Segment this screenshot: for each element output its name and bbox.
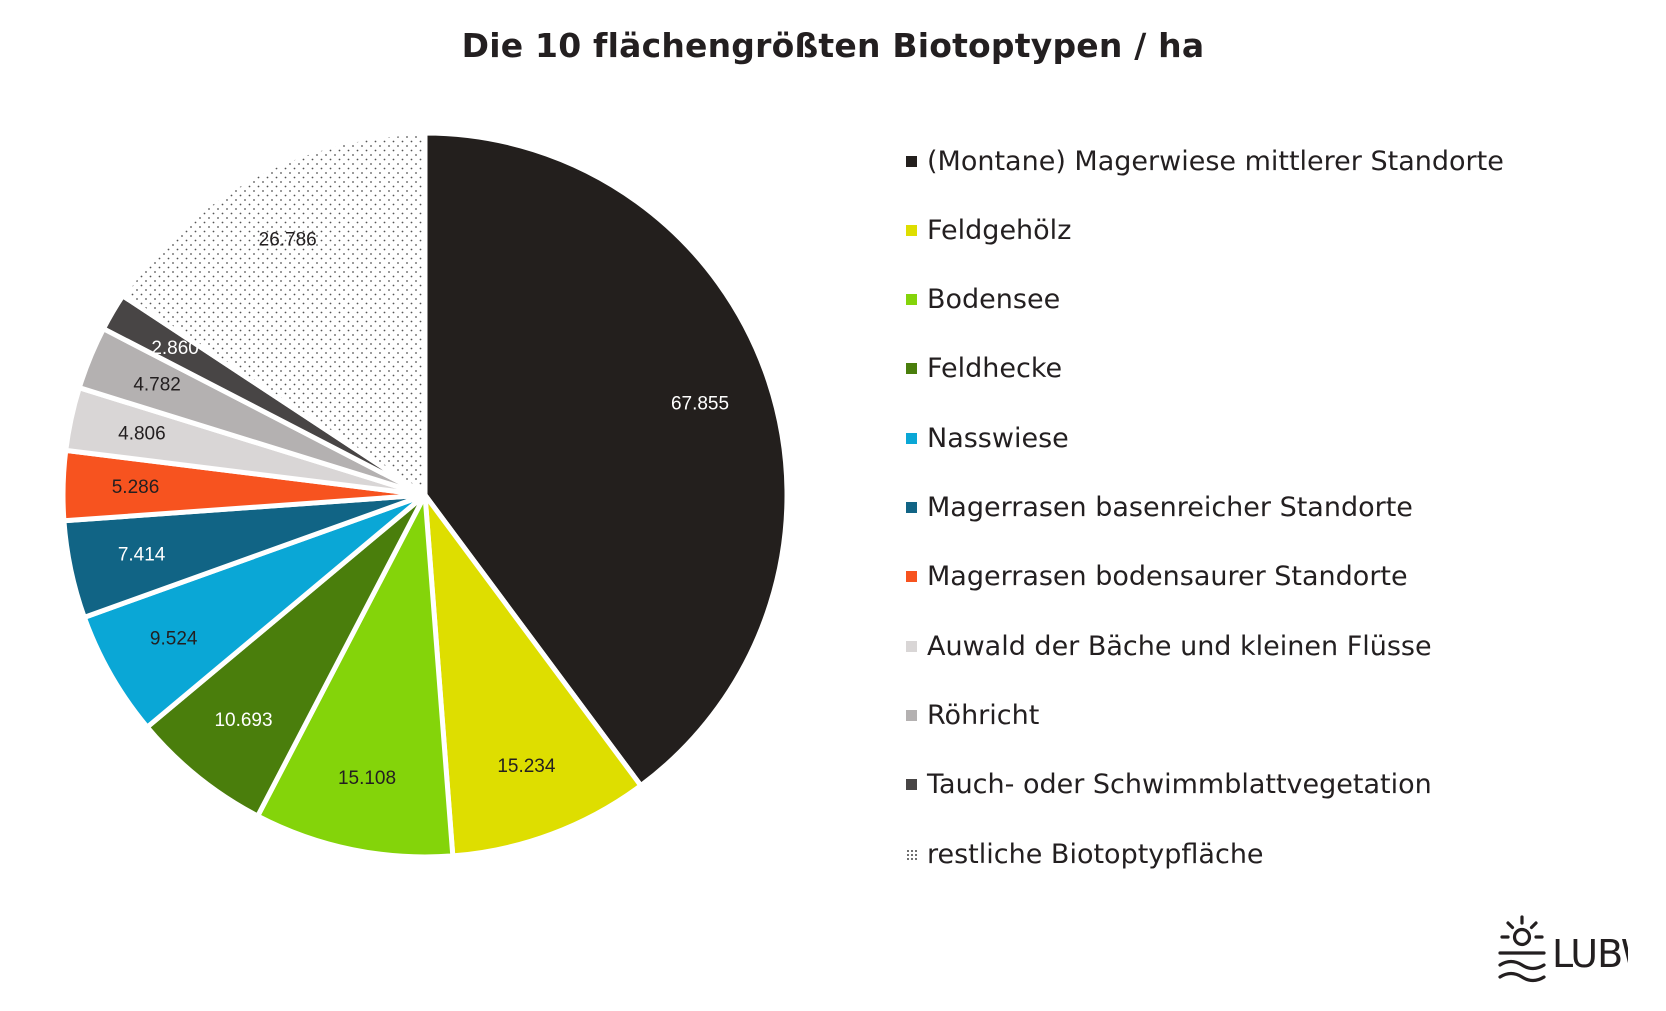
- legend-label: Bodensee: [927, 284, 1061, 316]
- legend-item-bodensee: Bodensee: [906, 280, 1060, 320]
- legend-label: Auwald der Bäche und kleinen Flüsse: [927, 630, 1432, 662]
- legend-label: Tauch- oder Schwimmblattvegetation: [927, 769, 1432, 801]
- legend-label: Feldhecke: [927, 353, 1063, 385]
- legend-item-roehricht: Röhricht: [906, 695, 1039, 735]
- legend-swatch: [906, 779, 917, 791]
- pie-slice-bodensee: [255, 492, 456, 860]
- legend-swatch: [906, 294, 917, 306]
- legend-swatch: [906, 848, 917, 860]
- legend-label: Magerrasen bodensaurer Standorte: [927, 561, 1408, 593]
- pie-slice-feldgehoelz: [422, 492, 644, 859]
- legend-item-feldgehoelz: Feldgehölz: [906, 210, 1071, 250]
- legend-label: Röhricht: [927, 699, 1040, 731]
- legend-swatch: [906, 709, 917, 721]
- lubw-logo: LUBW: [1498, 915, 1628, 983]
- pie-slice-feldhecke: [144, 492, 428, 819]
- slice-label-tauch-oder-schwimmblattvegetation: 2.860: [151, 338, 199, 359]
- sun-over-waves-icon: [1498, 915, 1546, 983]
- legend-label: Magerrasen basenreicher Standorte: [927, 492, 1413, 523]
- legend-swatch: [906, 502, 917, 513]
- pie-slice-restliche-biotoptypflaeche: [120, 130, 428, 498]
- legend-item-feldhecke: Feldhecke: [906, 349, 1062, 389]
- slice-label-feldgehoelz: 15.234: [497, 756, 556, 777]
- legend-swatch: [906, 155, 917, 167]
- legend-item-nasswiese: Nasswiese: [906, 418, 1069, 458]
- legend-swatch: [906, 640, 917, 652]
- legend-label: Feldgehölz: [927, 214, 1072, 246]
- legend-item-restliche-biotoptypflaeche: restliche Biotoptypfläche: [906, 834, 1264, 874]
- legend-swatch: [906, 224, 917, 236]
- chart-title: Die 10 flächengrößten Biotoptypen / ha: [461, 26, 1205, 65]
- slice-label-bodensee: 15.108: [338, 768, 396, 789]
- legend-swatch: [906, 363, 917, 375]
- slice-label-restliche-biotoptypflaeche: 26.786: [259, 230, 317, 251]
- legend-label: (Montane) Magerwiese mittlerer Standorte: [927, 145, 1504, 177]
- legend-item-magerrasen-bodensaurer-standorte: Magerrasen bodensaurer Standorte: [906, 557, 1408, 597]
- legend-swatch: [906, 432, 917, 444]
- legend-swatch: [906, 571, 917, 583]
- slice-label-auwald-der-baeche-und-kleinen-fluesse: 4.806: [118, 424, 166, 445]
- legend-item-montane-magerwiese-mittlerer-standorte: (Montane) Magerwiese mittlerer Standorte: [906, 141, 1504, 181]
- slice-label-magerrasen-basenreicher-standorte: 7.414: [118, 544, 166, 565]
- legend-label: restliche Biotoptypfläche: [927, 838, 1264, 870]
- slice-label-roehricht: 4.782: [133, 375, 181, 396]
- legend-item-magerrasen-basenreicher-standorte: Magerrasen basenreicher Standorte: [906, 488, 1413, 528]
- legend-label: Nasswiese: [927, 422, 1069, 454]
- pie-slice-montane-magerwiese-mittlerer-standorte: [422, 130, 790, 789]
- legend-item-auwald-der-baeche-und-kleinen-fluesse: Auwald der Bäche und kleinen Flüsse: [906, 626, 1432, 666]
- slice-label-magerrasen-bodensaurer-standorte: 5.286: [112, 477, 160, 498]
- slice-label-nasswiese: 9.524: [150, 629, 198, 650]
- slice-label-montane-magerwiese-mittlerer-standorte: 67.855: [671, 394, 729, 415]
- slice-label-feldhecke: 10.693: [214, 710, 272, 731]
- legend-item-tauch-oder-schwimmblattvegetation: Tauch- oder Schwimmblattvegetation: [906, 765, 1432, 805]
- lubw-logo-text: LUBW: [1552, 932, 1628, 976]
